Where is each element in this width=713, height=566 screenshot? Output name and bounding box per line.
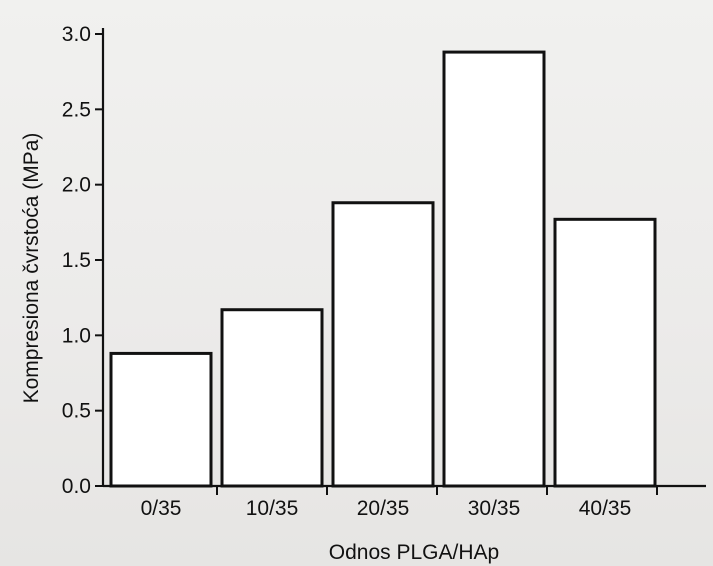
x-tick-label: 40/35 [579, 497, 632, 520]
bars [109, 50, 657, 488]
bar-5 [553, 217, 657, 488]
y-tick-label: 0.5 [62, 400, 91, 423]
x-tick-label: 0/35 [141, 497, 182, 520]
y-axis-title: Kompresiona čvrstoća (MPa) [20, 133, 43, 404]
x-tick-label: 10/35 [246, 497, 299, 520]
x-axis-title: Odnos PLGA/HAp [329, 541, 499, 564]
x-axis: 0/35 10/35 20/35 30/35 40/35 [103, 484, 706, 520]
bar-4 [442, 50, 546, 488]
y-tick-label: 2.5 [62, 98, 91, 121]
y-tick-label: 2.0 [62, 174, 91, 197]
y-tick-label: 1.5 [62, 249, 91, 272]
y-axis: 0.0 0.5 1.0 1.5 2.0 2.5 3.0 [62, 23, 105, 498]
x-tick-label: 30/35 [468, 497, 521, 520]
bar-2 [220, 308, 324, 488]
x-tick-label: 20/35 [357, 497, 410, 520]
bar-3 [331, 201, 435, 488]
y-tick-label: 3.0 [62, 23, 91, 46]
bar-1 [109, 351, 213, 488]
y-tick-label: 1.0 [62, 324, 91, 347]
y-tick-label: 0.0 [62, 475, 91, 498]
